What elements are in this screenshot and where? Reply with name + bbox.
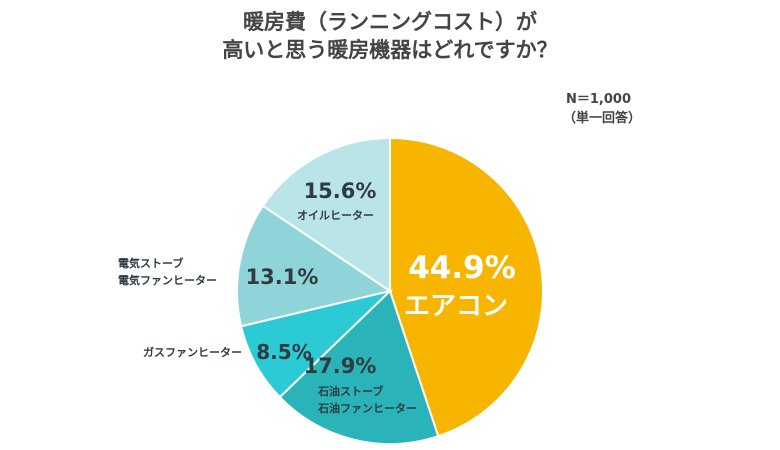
slice-label-gas: ガスファンヒーター (143, 346, 242, 359)
slice-label-kerosene: 石油ストーブ 石油ファンヒーター (318, 383, 417, 417)
pie-slice-electric (236, 204, 393, 328)
slice-label-aircon: エアコン (403, 291, 509, 322)
chart-title-line2: 高いと思う暖房機器はどれですか？ (222, 38, 558, 62)
value-label-kerosene: 17.9% (303, 354, 377, 378)
slice-label-kerosene-line1: 石油ストーブ (318, 385, 384, 398)
value-label-oil: 15.6% (303, 179, 377, 203)
slice-label-kerosene-line2: 石油ファンヒーター (318, 402, 417, 415)
slice-label-electric-line1: 電気ストーブ (118, 257, 184, 270)
answer-type: （単一回答） (563, 111, 642, 126)
value-label-electric: 13.1% (245, 265, 319, 289)
pie-slice-kerosene (278, 289, 440, 445)
slice-label-electric-line2: 電気ファンヒーター (118, 274, 217, 287)
slice-label-oil: オイルヒーター (297, 209, 374, 222)
value-label-aircon: 44.9% (408, 250, 516, 286)
pie-slice-oil (261, 136, 391, 293)
chart-title-line1: 暖房費（ランニングコスト）が (243, 10, 537, 34)
pie-slice-aircon (389, 136, 544, 438)
slice-label-electric: 電気ストーブ 電気ファンヒーター (118, 255, 217, 289)
sample-size: N＝1,000 (566, 92, 632, 107)
value-label-gas: 8.5% (256, 340, 312, 364)
